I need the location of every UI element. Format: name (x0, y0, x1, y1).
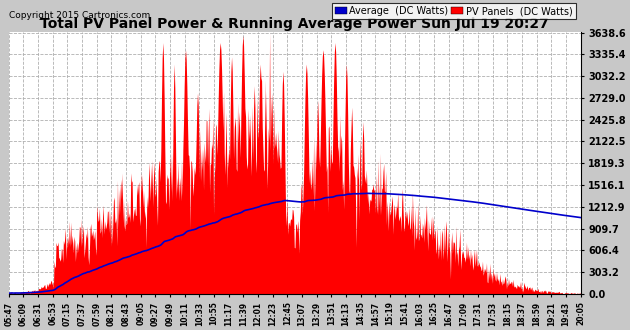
Title: Total PV Panel Power & Running Average Power Sun Jul 19 20:27: Total PV Panel Power & Running Average P… (40, 17, 549, 31)
Text: Copyright 2015 Cartronics.com: Copyright 2015 Cartronics.com (9, 12, 150, 20)
Legend: Average  (DC Watts), PV Panels  (DC Watts): Average (DC Watts), PV Panels (DC Watts) (332, 3, 576, 19)
